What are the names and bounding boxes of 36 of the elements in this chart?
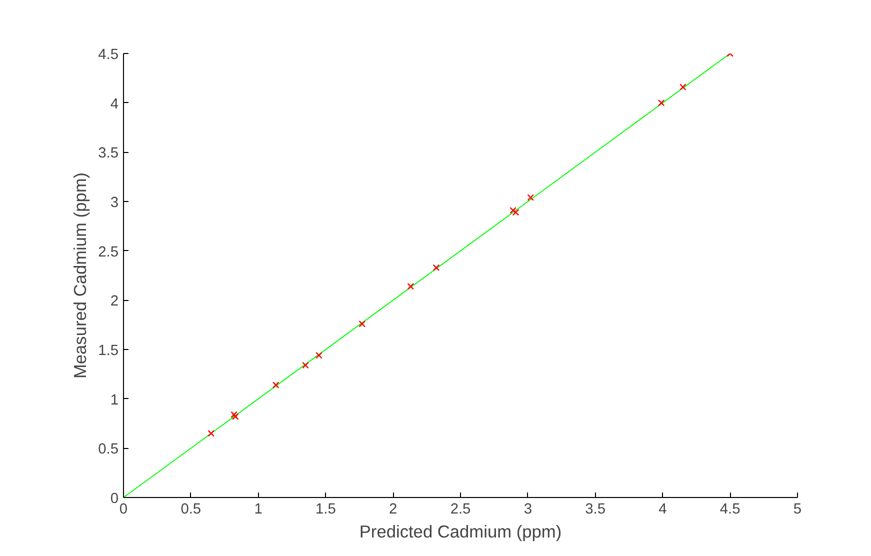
x-tick-label: 1	[254, 502, 262, 518]
point	[510, 206, 516, 214]
y-tick-label: 4	[110, 96, 119, 112]
point	[232, 413, 239, 420]
x-tick-label: 3	[524, 502, 532, 518]
point	[316, 352, 322, 359]
point	[208, 430, 215, 437]
y-axis-title: Measured Cadmium (ppm)	[70, 172, 90, 379]
x-tick-label: 2.5	[450, 502, 471, 518]
x-tick-label: 2	[389, 502, 398, 518]
point	[658, 99, 665, 106]
y-tick-label: 2	[110, 294, 119, 310]
point	[358, 320, 366, 328]
point	[230, 411, 238, 418]
y-tick-label: 1	[110, 392, 119, 408]
x-tick-label: 5	[793, 502, 802, 518]
point	[432, 264, 440, 272]
y-tick-label: 3.5	[98, 146, 118, 162]
point	[302, 362, 309, 369]
y-tick-label: 0.5	[98, 442, 118, 458]
point	[679, 84, 686, 90]
point	[527, 194, 534, 201]
y-tick-label: 3	[110, 195, 119, 211]
point	[272, 382, 280, 388]
x-tick-label: 1.5	[316, 502, 336, 518]
x-tick-label: 4.5	[720, 502, 740, 518]
y-tick-label: 4.5	[98, 47, 118, 63]
point	[512, 208, 520, 216]
y-tick-label: 2.5	[98, 244, 118, 260]
y-tick-label: 0	[110, 491, 119, 507]
x-tick-label: 3.5	[585, 502, 606, 518]
point	[407, 282, 414, 290]
y-tick-label: 1.5	[98, 343, 118, 359]
x-tick-label: 0.5	[180, 502, 202, 518]
x-tick-label: 4	[658, 502, 667, 518]
x-axis-title: Predicted Cadmium (ppm)	[359, 522, 562, 542]
